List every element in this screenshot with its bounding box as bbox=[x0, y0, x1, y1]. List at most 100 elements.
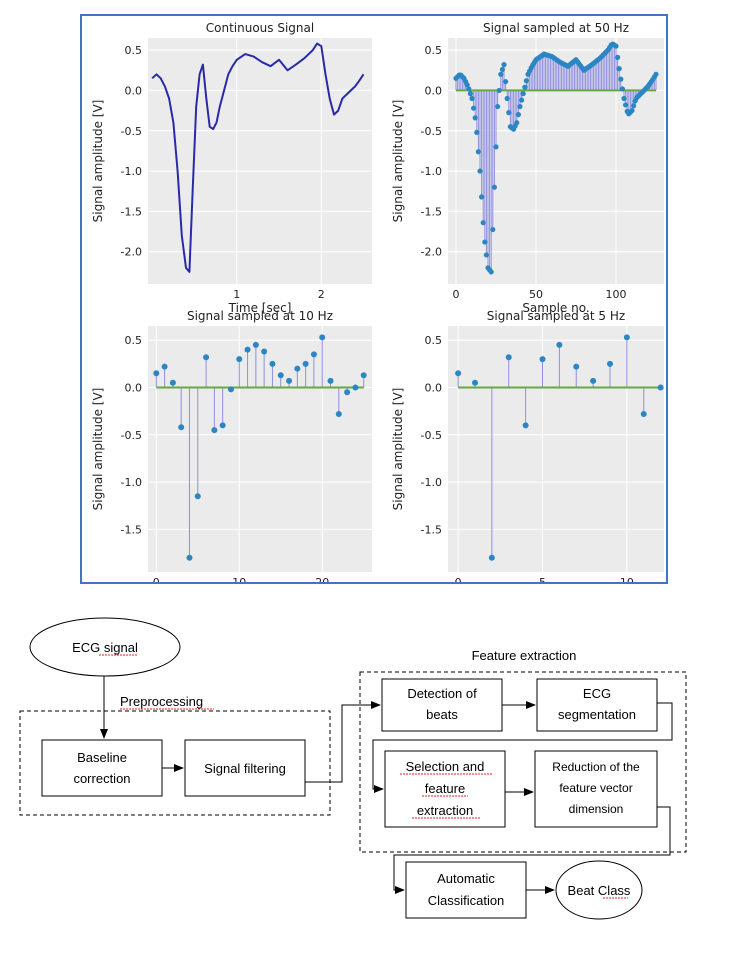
segmentation-box bbox=[536, 678, 658, 732]
stem-marker bbox=[227, 386, 234, 393]
stem-marker bbox=[504, 95, 510, 102]
stem-marker bbox=[335, 410, 342, 417]
stem-marker bbox=[475, 149, 481, 155]
stem-marker bbox=[619, 86, 626, 92]
chart-title: Signal sampled at 5 Hz bbox=[487, 309, 625, 323]
signal-filtering-text: Signal filtering bbox=[204, 761, 286, 776]
stem-marker bbox=[506, 110, 512, 116]
y-tick-label: -0.5 bbox=[121, 429, 142, 442]
chart-panel-1: 0.5 0.0 -0.5 -1.0 -1.5 -2.0 1 2 Continuous Signa… bbox=[91, 21, 372, 315]
detection-line1: Detection of bbox=[407, 686, 477, 701]
stem-marker bbox=[286, 377, 293, 384]
stem-marker bbox=[616, 66, 622, 72]
y-tick-label: 0.5 bbox=[125, 44, 143, 57]
y-tick-label: -1.5 bbox=[121, 523, 142, 536]
chart-panel-3: 0.5 0.0 -0.5 -1.0 -1.5 0 10 20 Signal sampled at… bbox=[91, 309, 372, 603]
stem-marker bbox=[482, 239, 488, 245]
segmentation-line2: segmentation bbox=[558, 707, 636, 722]
y-axis-label: Signal amplitude [V] bbox=[91, 100, 105, 223]
stem-marker bbox=[623, 102, 629, 108]
beat-class-node bbox=[555, 860, 643, 920]
reduction-line2: feature vector bbox=[559, 781, 632, 795]
x-tick-label: 5 bbox=[539, 576, 546, 582]
stem-marker bbox=[344, 389, 351, 396]
preprocessing-label: Preprocessing bbox=[120, 694, 203, 709]
x-tick-label: 20 bbox=[315, 576, 329, 582]
stem-marker bbox=[252, 341, 259, 348]
stem-marker bbox=[539, 356, 546, 363]
stem-marker bbox=[294, 365, 301, 372]
stem-marker bbox=[466, 86, 472, 92]
feature-extraction-group bbox=[359, 671, 687, 853]
y-tick-label: -1.5 bbox=[421, 523, 442, 536]
stem-marker bbox=[483, 252, 489, 258]
stem-marker bbox=[178, 424, 185, 431]
stem-marker bbox=[517, 103, 523, 110]
x-tick-label: 50 bbox=[529, 288, 543, 301]
y-axis-label: Signal amplitude [V] bbox=[391, 388, 405, 511]
stem-marker bbox=[505, 354, 512, 361]
stem-marker bbox=[520, 91, 526, 97]
plot-area bbox=[148, 326, 372, 572]
y-tick-label: 0.0 bbox=[125, 84, 143, 97]
y-tick-label: -0.5 bbox=[121, 125, 142, 138]
beat-class-text: Beat Class bbox=[568, 883, 631, 898]
baseline-line2: correction bbox=[73, 771, 130, 786]
stem-marker bbox=[501, 62, 507, 68]
arrow-filtering-to-detection bbox=[305, 701, 381, 783]
stem-marker bbox=[621, 95, 627, 102]
stem-marker bbox=[490, 226, 496, 233]
chart-title: Continuous Signal bbox=[206, 21, 314, 35]
stem-marker bbox=[613, 43, 619, 49]
stem-marker bbox=[261, 348, 268, 355]
y-axis-label: Signal amplitude [V] bbox=[391, 100, 405, 223]
stem-marker bbox=[629, 107, 635, 114]
classification-line1: Automatic bbox=[437, 871, 495, 886]
stem-marker bbox=[327, 377, 334, 384]
y-tick-label: -1.5 bbox=[121, 205, 142, 218]
y-tick-label: 0.0 bbox=[425, 84, 443, 97]
stem-marker bbox=[488, 269, 494, 275]
y-tick-label: -2.0 bbox=[121, 246, 142, 259]
reduction-box bbox=[534, 750, 658, 828]
stem-marker bbox=[472, 115, 478, 121]
y-tick-label: 0.0 bbox=[125, 382, 143, 395]
feature-extraction-label: Feature extraction bbox=[472, 648, 577, 663]
stem-marker bbox=[522, 84, 528, 90]
stem-marker bbox=[631, 103, 637, 109]
signal-filtering-box bbox=[184, 739, 306, 797]
stem-marker bbox=[515, 112, 521, 118]
stem-marker bbox=[590, 377, 597, 384]
stem-marker bbox=[219, 422, 226, 429]
stem-marker bbox=[186, 554, 193, 561]
y-tick-label: 0.0 bbox=[425, 382, 443, 395]
ecg-signal-node bbox=[29, 617, 181, 677]
x-tick-label: 2 bbox=[318, 288, 325, 301]
x-tick-label: 10 bbox=[232, 576, 246, 582]
x-tick-label: 0 bbox=[455, 576, 462, 582]
y-tick-label: 0.5 bbox=[125, 334, 143, 347]
stem-marker bbox=[477, 168, 483, 174]
baseline-line1: Baseline bbox=[77, 750, 127, 765]
stem-marker bbox=[236, 356, 243, 363]
y-tick-label: 0.5 bbox=[425, 334, 443, 347]
y-tick-label: -0.5 bbox=[421, 125, 442, 138]
detection-line2: beats bbox=[426, 707, 458, 722]
y-tick-label: -1.0 bbox=[421, 165, 442, 178]
stem-marker bbox=[169, 379, 176, 386]
stem-marker bbox=[479, 194, 485, 200]
stem-marker bbox=[615, 54, 621, 60]
x-axis-label: Sample no. bbox=[522, 301, 589, 315]
stem-marker bbox=[161, 363, 168, 370]
selection-box bbox=[384, 750, 506, 828]
y-tick-label: -1.0 bbox=[121, 165, 142, 178]
stem-marker bbox=[573, 363, 580, 370]
plot-area bbox=[448, 326, 664, 572]
stem-marker bbox=[519, 97, 525, 103]
stem-marker bbox=[488, 554, 495, 561]
stem-marker bbox=[491, 184, 497, 190]
stem-marker bbox=[640, 410, 647, 417]
stem-marker bbox=[471, 105, 477, 111]
classification-box bbox=[405, 861, 527, 919]
y-axis-label: Signal amplitude [V] bbox=[91, 388, 105, 511]
